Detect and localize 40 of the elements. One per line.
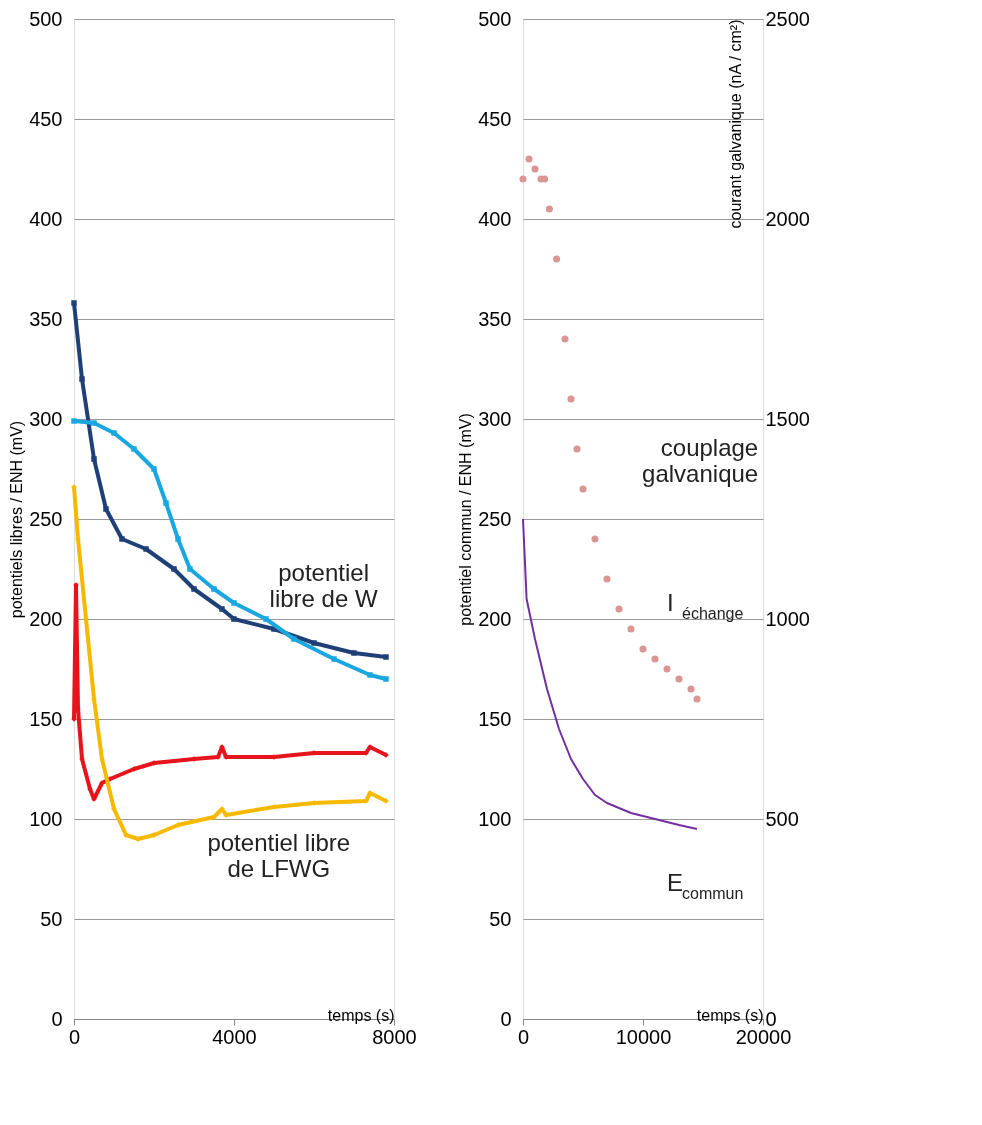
y-tick-label: 300 — [29, 407, 63, 430]
y-axis-title: potentiel commun / ENH (mV) — [457, 413, 475, 626]
x-axis-title: temps (s) — [696, 1006, 764, 1024]
annotation: potentiel libre de W — [269, 559, 378, 612]
y-tick-label: 50 — [489, 907, 512, 930]
y2-tick-label: 2000 — [765, 207, 810, 230]
y-tick-label: 450 — [29, 107, 63, 130]
x-axis-title: temps (s) — [327, 1006, 395, 1024]
y-tick-label: 200 — [478, 607, 512, 630]
y2-tick-label: 1000 — [765, 607, 810, 630]
y-tick-label: 400 — [478, 207, 512, 230]
y-tick-label: 300 — [478, 407, 512, 430]
y-tick-label: 350 — [478, 307, 512, 330]
y-tick-label: 400 — [29, 207, 63, 230]
x-tick-label: 4000 — [212, 1025, 257, 1048]
y-tick-label: 200 — [29, 607, 63, 630]
y-tick-label: 250 — [29, 507, 63, 530]
y-tick-label: 350 — [29, 307, 63, 330]
y-tick-label: 100 — [478, 807, 512, 830]
y-tick-label: 450 — [478, 107, 512, 130]
y-tick-label: 500 — [29, 7, 63, 30]
y-tick-label: 0 — [51, 1007, 63, 1030]
x-tick-label: 8000 — [372, 1025, 417, 1048]
y2-tick-label: 500 — [765, 807, 799, 830]
y2-axis-title: courant galvanique (nA / cm²) — [726, 19, 744, 229]
y-tick-label: 250 — [478, 507, 512, 530]
y-tick-label: 0 — [500, 1007, 512, 1030]
y-tick-label: 150 — [478, 707, 512, 730]
annotation: couplage galvanique — [642, 434, 759, 487]
y2-tick-label: 1500 — [765, 407, 810, 430]
y-tick-label: 100 — [29, 807, 63, 830]
x-tick-label: 0 — [517, 1025, 530, 1048]
y-tick-label: 500 — [478, 7, 512, 30]
annotation: potentiel libre de LFWG — [207, 829, 351, 882]
y-tick-label: 50 — [40, 907, 63, 930]
y-tick-label: 150 — [29, 707, 63, 730]
y-axis-title: potentiels libres / ENH (mV) — [8, 420, 26, 619]
x-tick-label: 0 — [68, 1025, 81, 1048]
y2-tick-label: 2500 — [765, 7, 810, 30]
x-tick-label: 10000 — [615, 1025, 672, 1048]
